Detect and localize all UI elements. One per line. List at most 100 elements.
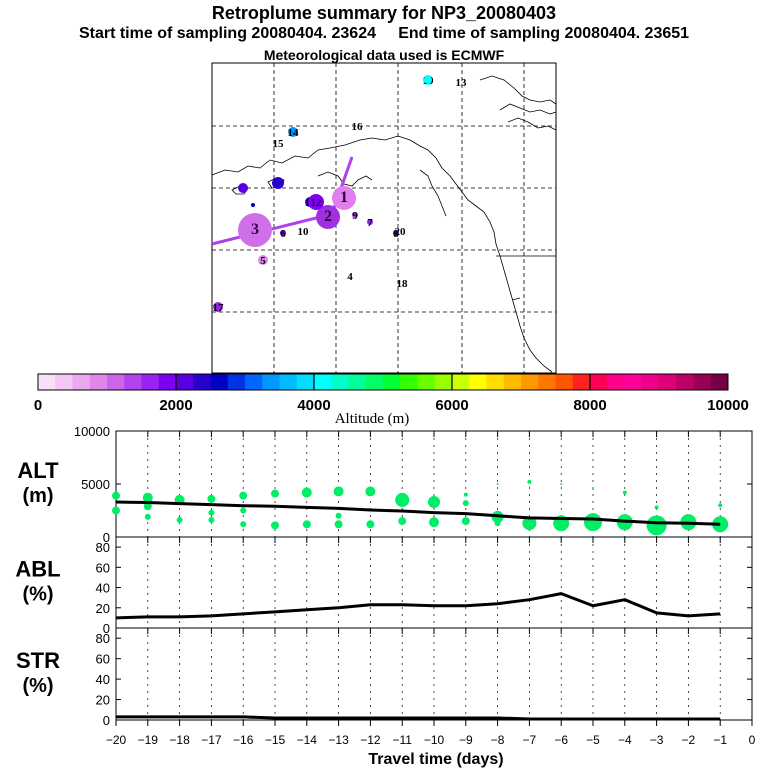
series-line [115,500,721,526]
map-point-label: 14 [288,127,300,139]
scatter-dot-37 [584,513,602,532]
map-point-4: 4 [347,271,353,283]
map-point-marker [352,212,358,218]
scatter-dot-19 [334,520,343,529]
panel-abl: 0 20 40 60 80 ABL(%) [15,536,753,636]
map-point-3: 3 [238,213,272,247]
map-point-5: 5 [258,255,268,267]
colorbar-swatch-22 [417,374,436,390]
scatter-dot-12 [240,521,247,528]
scatter-dot-3 [144,513,151,520]
colorbar-swatch-8 [176,374,194,390]
scatter-dot-38 [622,490,627,495]
scatter-dot-9 [208,517,215,524]
y-tick-label: 80 [96,540,110,555]
series-line [115,592,721,620]
map-point-marker [288,127,298,137]
scatter-dot-41 [646,515,667,536]
map-point-marker [393,230,399,236]
colorbar-swatch-11 [227,374,246,390]
x-tick-label: −10 [424,733,445,747]
y-tick-label: 60 [96,560,110,575]
sampling-time-line: Start time of sampling 20080404. 23624 E… [0,25,768,43]
map-panel: 1234567891011121314151617181920 [211,62,557,374]
x-tick-label: −17 [201,733,222,747]
y-tick-label: 0 [103,530,110,545]
colorbar-tick-label: 10000 [707,397,749,414]
x-tick-label: −3 [650,733,664,747]
series-line [116,715,721,721]
y-tick-label: 10000 [74,424,110,439]
map-point-marker [308,194,324,210]
colorbar-swatch-26 [486,374,505,390]
chart-title: Retroplume summary for NP3_20080403 [211,3,557,23]
x-tick-label: −8 [491,733,505,747]
scatter-dot-11 [240,507,247,514]
panel-alt: 0 5000 10000 ALT(m) [17,424,753,545]
y-tick-label: 5000 [81,477,110,492]
x-tick-label: −20 [106,733,127,747]
map-point-20: 20 [395,226,407,238]
colorbar-swatch-5 [124,374,142,390]
x-tick-label: −12 [360,733,381,747]
scatter-dot-22 [395,492,410,507]
map-point-label: 8 [393,228,399,240]
colorbar-swatch-19 [365,374,384,390]
colorbar-swatch-17 [331,374,349,390]
met-data-label: Meteorological data used is ECMWF [263,47,505,63]
scatter-dot-18 [335,512,342,519]
x-tick-label: −6 [554,733,568,747]
colorbar-swatch-2 [72,374,91,390]
colorbar-swatch-35 [641,374,660,390]
scatter-dot-2 [142,492,153,503]
scatter-dot-8 [208,509,215,516]
y-tick-label: 0 [103,713,110,728]
colorbar-tick-label: 8000 [573,397,606,414]
map-point-label: 9 [352,210,358,222]
x-tick-label: −14 [297,733,318,747]
colorbar-swatch-0 [38,374,56,390]
map-point-14: 14 [288,127,300,139]
panel-ylabel: ALT [17,458,59,483]
y-tick-label: 20 [96,693,110,708]
colorbar-swatch-32 [590,374,608,390]
colorbar-swatch-37 [676,374,694,390]
colorbar-tick-label: 2000 [159,397,192,414]
scatter-dot-10 [239,491,248,500]
timeseries-panels: 0500010000ALT(m)020406080ABL(%)020406080… [15,424,755,768]
colorbar-swatch-9 [193,374,211,390]
map-extra-dot-0 [238,183,248,193]
x-tick-label: −7 [523,733,537,747]
colorbar-swatch-6 [141,374,160,390]
scatter-dot-4 [143,502,152,511]
colorbar-swatch-31 [572,374,591,390]
scatter-dot-7 [207,494,216,503]
map-point-label: 18 [397,278,409,290]
map-points: 1234567891011121314151617181920 [213,75,468,314]
map-point-label: 13 [456,77,468,89]
panel-ylabel: STR [16,648,60,673]
scatter-dot-21 [366,520,375,529]
map-point-label: 12 [311,197,323,209]
scatter-dot-25 [429,517,439,528]
panel-ylabel-units: (m) [22,485,53,507]
colorbar-swatch-24 [452,374,470,390]
scatter-dot-43 [718,503,723,508]
map-point-marker [316,205,340,229]
scatter-dot-0 [112,491,120,500]
scatter-dot-13 [271,489,279,498]
map-point-12: 12 [308,194,324,210]
colorbar-tick-label: 6000 [435,397,468,414]
scatter-dot-32 [527,479,532,484]
scatter-dot-15 [301,487,312,498]
map-point-label: 3 [251,221,259,238]
scatter-dot-36 [592,488,594,491]
panel-ylabel: ABL [15,557,60,582]
map-point-label: 7 [367,217,373,229]
scatter-dot-34 [560,483,563,485]
colorbar-swatch-38 [693,374,712,390]
colorbar-swatch-12 [245,374,263,390]
x-tick-label: −9 [459,733,473,747]
scatter-dot-16 [302,520,311,529]
